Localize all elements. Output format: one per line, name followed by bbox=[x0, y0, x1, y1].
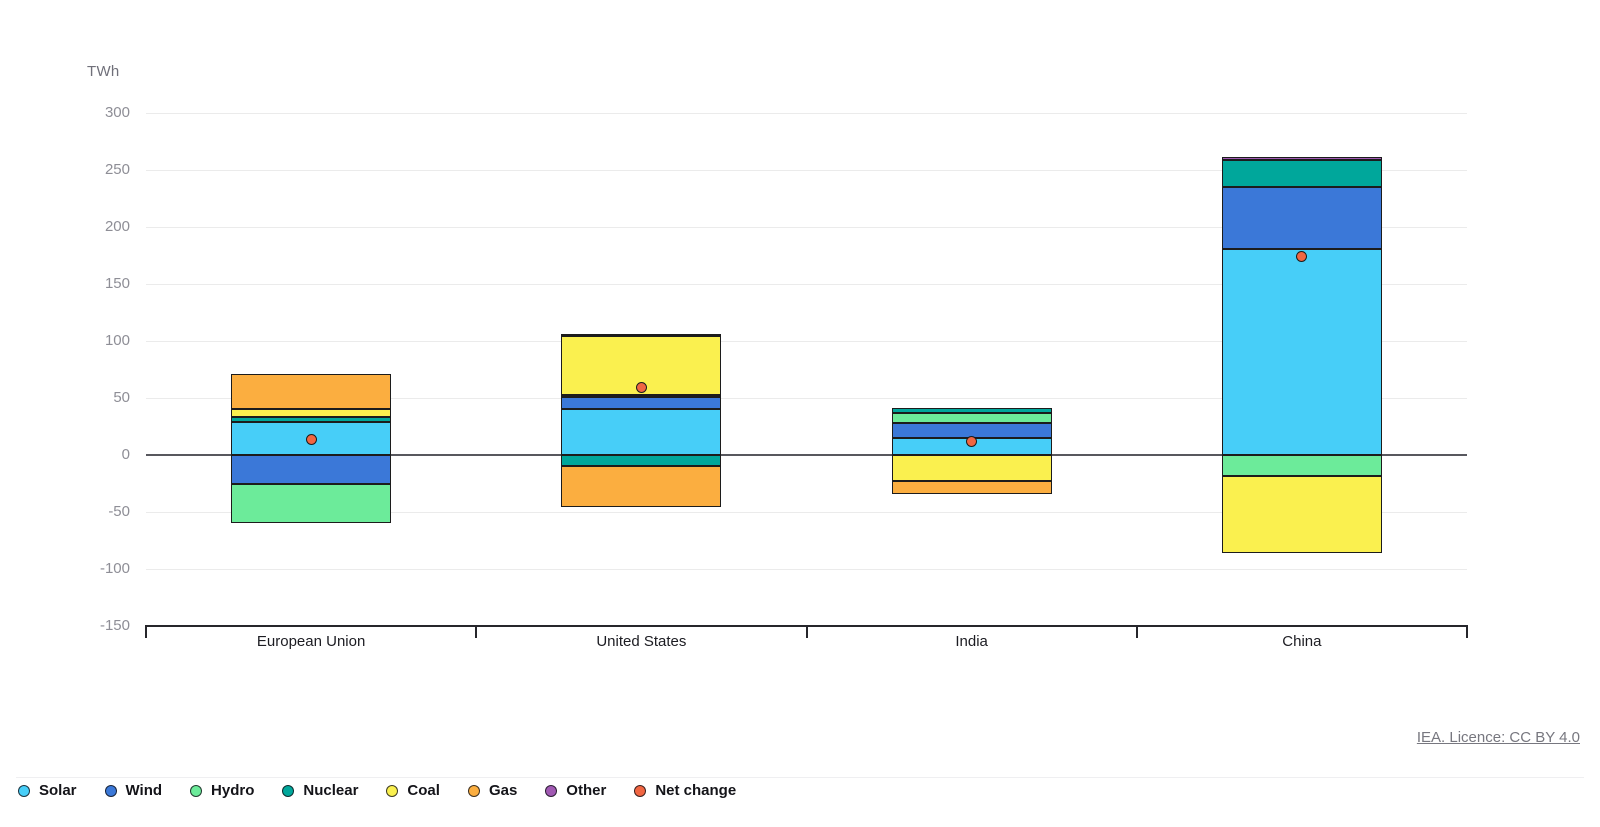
bar-segment-wind[interactable] bbox=[231, 455, 392, 484]
bar-segment-coal[interactable] bbox=[891, 455, 1052, 482]
bar-segment-coal[interactable] bbox=[1221, 475, 1382, 554]
y-tick-label: 0 bbox=[121, 446, 130, 463]
x-axis-tick bbox=[1466, 625, 1468, 638]
bar-segment-hydro[interactable] bbox=[231, 483, 392, 524]
y-tick-label: 250 bbox=[104, 161, 130, 178]
legend-item-nuclear[interactable]: Nuclear bbox=[282, 782, 358, 799]
y-tick-label: 50 bbox=[113, 389, 130, 406]
legend-label: Coal bbox=[407, 782, 440, 799]
legend-item-wind[interactable]: Wind bbox=[104, 782, 163, 799]
legend-label: Hydro bbox=[211, 782, 255, 799]
bar-segment-hydro[interactable] bbox=[891, 412, 1052, 424]
bar-segment-nuclear[interactable] bbox=[891, 408, 1052, 413]
bar-segment-other[interactable] bbox=[561, 334, 722, 337]
x-axis-tick bbox=[475, 625, 478, 638]
legend-swatch-icon bbox=[104, 784, 117, 797]
legend-label: Solar bbox=[39, 782, 77, 799]
y-tick-label: -150 bbox=[99, 617, 130, 634]
x-axis-tick bbox=[805, 625, 808, 638]
bar-segment-solar[interactable] bbox=[1221, 248, 1382, 455]
bar-segment-solar[interactable] bbox=[561, 409, 722, 455]
y-tick-label: -100 bbox=[99, 560, 130, 577]
legend-item-gas[interactable]: Gas bbox=[467, 782, 518, 799]
bar-segment-hydro[interactable] bbox=[1221, 455, 1382, 476]
bar-segment-gas[interactable] bbox=[891, 481, 1052, 494]
y-axis-unit-label: TWh bbox=[87, 63, 120, 80]
x-axis-tick bbox=[145, 625, 147, 638]
legend-swatch-icon bbox=[282, 784, 295, 797]
y-tick-label: -50 bbox=[108, 503, 130, 520]
legend-swatch-icon bbox=[190, 784, 203, 797]
x-category-label: European Union bbox=[256, 633, 366, 650]
legend-swatch-icon bbox=[634, 784, 647, 797]
bar-segment-wind[interactable] bbox=[561, 396, 722, 410]
legend-label: Wind bbox=[125, 782, 163, 799]
bar-segment-nuclear[interactable] bbox=[231, 417, 392, 422]
net-change-marker[interactable] bbox=[966, 435, 978, 447]
net-change-marker[interactable] bbox=[305, 433, 317, 445]
bar-segment-hydro[interactable] bbox=[561, 394, 722, 397]
zero-gridline bbox=[146, 454, 1467, 456]
legend-swatch-icon bbox=[545, 784, 558, 797]
licence-link[interactable]: IEA. Licence: CC BY 4.0 bbox=[1416, 729, 1580, 746]
legend-swatch-icon bbox=[18, 784, 30, 797]
y-gridline bbox=[146, 113, 1467, 114]
bar-segment-other[interactable] bbox=[1221, 157, 1382, 160]
bar-segment-gas[interactable] bbox=[231, 374, 392, 410]
legend-divider bbox=[16, 777, 1584, 778]
x-axis-tick bbox=[1135, 625, 1138, 638]
bar-segment-coal[interactable] bbox=[561, 336, 722, 395]
bar-segment-gas[interactable] bbox=[561, 466, 722, 508]
y-gridline bbox=[146, 512, 1467, 513]
y-tick-label: 100 bbox=[104, 332, 130, 349]
legend-item-solar[interactable]: Solar bbox=[18, 782, 77, 799]
x-category-label: China bbox=[1282, 633, 1322, 650]
y-tick-label: 150 bbox=[104, 275, 130, 292]
legend-label: Net change bbox=[655, 782, 737, 799]
legend-item-hydro[interactable]: Hydro bbox=[190, 782, 254, 799]
legend-swatch-icon bbox=[386, 784, 399, 797]
x-category-label: India bbox=[955, 633, 988, 650]
legend-swatch-icon bbox=[467, 784, 480, 797]
y-gridline bbox=[146, 284, 1467, 285]
y-gridline bbox=[146, 341, 1467, 342]
x-category-label: United States bbox=[596, 633, 687, 650]
legend-label: Nuclear bbox=[303, 782, 359, 799]
y-gridline bbox=[146, 227, 1467, 228]
legend-item-net-change[interactable]: Net change bbox=[634, 782, 736, 799]
y-gridline bbox=[146, 398, 1467, 399]
net-change-marker[interactable] bbox=[635, 382, 647, 394]
bar-segment-wind[interactable] bbox=[1221, 187, 1382, 249]
y-tick-label: 200 bbox=[104, 218, 130, 235]
legend-item-other[interactable]: Other bbox=[545, 782, 606, 799]
y-tick-label: 300 bbox=[104, 104, 130, 121]
net-change-marker[interactable] bbox=[1296, 251, 1308, 263]
legend-item-coal[interactable]: Coal bbox=[386, 782, 440, 799]
legend-label: Gas bbox=[488, 782, 518, 799]
bar-segment-nuclear[interactable] bbox=[1221, 159, 1382, 188]
bar-segment-nuclear[interactable] bbox=[561, 455, 722, 467]
y-gridline bbox=[146, 569, 1467, 570]
bar-segment-coal[interactable] bbox=[231, 409, 392, 418]
y-gridline bbox=[146, 170, 1467, 171]
chart-legend: Solar Wind Hydro Nuclear Coal Gas Other Net cha… bbox=[18, 782, 736, 799]
legend-label: Other bbox=[566, 782, 607, 799]
